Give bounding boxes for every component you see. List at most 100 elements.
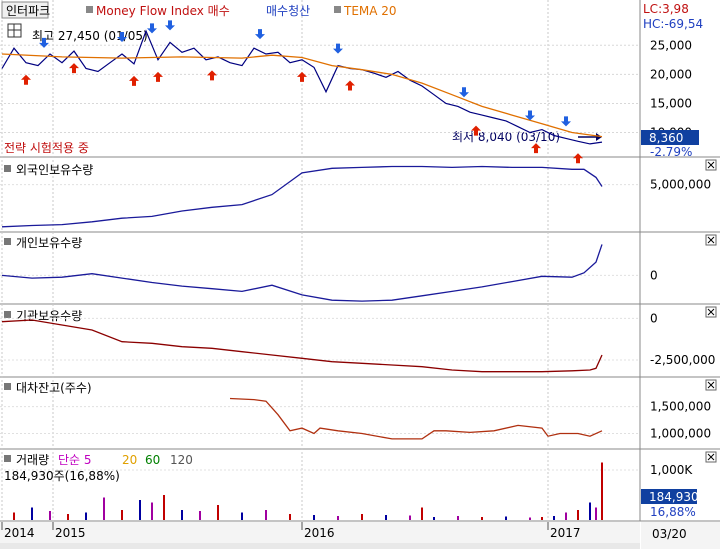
buy-signal-arrow xyxy=(531,143,541,154)
volume-value: 184,930주(16,88%) xyxy=(4,469,120,483)
buy-signal-arrow xyxy=(69,63,79,74)
sell-signal-arrow xyxy=(525,110,535,121)
volume-bar xyxy=(457,516,459,520)
volume-bar xyxy=(217,505,219,520)
institution-legend-marker xyxy=(4,311,11,318)
buy-signal-arrow xyxy=(471,125,481,136)
volume-bar xyxy=(337,516,339,520)
tema-indicator-label: TEMA 20 xyxy=(343,4,397,18)
sell-signal-arrow xyxy=(459,87,469,98)
lc-value: LC:3,98 xyxy=(643,2,689,16)
volume-bar xyxy=(385,515,387,520)
institution-holdings-y-tick: 0 xyxy=(650,311,658,325)
volume-bar xyxy=(163,495,165,520)
current-volume-pct: 16,88% xyxy=(650,505,696,519)
volume-bar xyxy=(241,512,243,520)
foreign-legend-marker xyxy=(4,165,11,172)
buy-signal-arrow xyxy=(297,71,307,82)
panel-close-icon[interactable] xyxy=(705,451,717,463)
volume-bar xyxy=(67,514,69,520)
low-annotation-arrowhead xyxy=(596,133,602,141)
panel-close-icon[interactable] xyxy=(705,379,717,391)
price-panel: 전략 시험적용 중 최고 27,450 (01/05) 최저 8,040 (03… xyxy=(0,23,699,159)
volume-bar xyxy=(85,512,87,520)
sell-signal-arrow xyxy=(165,20,175,31)
buy-signal-arrow xyxy=(207,70,217,81)
volume-ma5-label: 단순 5 xyxy=(58,453,92,467)
loan-balance-line xyxy=(229,397,603,440)
volume-bar xyxy=(151,502,153,520)
stock-name-box[interactable] xyxy=(1,1,49,19)
individual-legend-marker xyxy=(4,238,11,245)
current-volume: 184,930 xyxy=(649,490,699,504)
volume-bar xyxy=(121,510,123,520)
volume-bar xyxy=(595,507,597,520)
volume-bar xyxy=(481,517,483,520)
volume-bar xyxy=(139,500,141,520)
foreign-holdings-y-tick: 5,000,000 xyxy=(650,178,711,192)
volume-bar xyxy=(265,510,267,520)
buy-signal-arrow xyxy=(345,80,355,91)
price-y-tick: 20,000 xyxy=(650,67,692,81)
individual-holdings-line xyxy=(1,244,603,302)
volume-legend-marker xyxy=(4,455,11,462)
tema-line xyxy=(1,53,603,138)
panel-close-icon[interactable] xyxy=(705,159,717,171)
volume-bar xyxy=(13,512,15,520)
hc-value: HC:-69,54 xyxy=(643,17,703,31)
volume-bar xyxy=(589,502,591,520)
volume-ma20-label: 20 xyxy=(122,453,137,467)
x-axis-year-label: 2016 xyxy=(304,526,335,540)
price-y-tick: 25,000 xyxy=(650,38,692,52)
volume-bar xyxy=(541,517,543,520)
sell-signal-arrow xyxy=(255,29,265,40)
volume-bar xyxy=(31,507,33,520)
volume-bar xyxy=(529,517,531,520)
volume-bar xyxy=(505,516,507,520)
tema-legend-marker xyxy=(334,6,341,13)
volume-bar xyxy=(421,507,423,520)
sell-signal-arrow xyxy=(39,37,49,48)
low-annotation: 최저 8,040 (03/10) xyxy=(452,130,560,144)
individual-panel-title: 개인보유수량 xyxy=(16,236,82,250)
volume-bar xyxy=(577,510,579,520)
high-annotation: 최고 27,450 (01/05) xyxy=(32,29,148,43)
current-price: 8,360 xyxy=(649,131,683,145)
volume-bar xyxy=(103,497,105,520)
volume-bar xyxy=(313,515,315,520)
foreign-holdings-line xyxy=(1,165,603,228)
buy-signal-arrow xyxy=(153,71,163,82)
volume-bar xyxy=(601,462,603,520)
price-y-tick: 15,000 xyxy=(650,97,692,111)
mfi-legend-marker xyxy=(86,6,93,13)
price-line xyxy=(1,29,603,145)
sell-signal-arrow xyxy=(117,32,127,42)
volume-bar xyxy=(49,511,51,520)
panel-close-icon[interactable] xyxy=(705,306,717,318)
institution-holdings-y-tick: -2,500,000 xyxy=(650,353,715,367)
current-volume-box xyxy=(641,489,697,504)
mfi-exit-label: 매수청산 xyxy=(266,4,310,18)
loan-balance-y-tick: 1,000,000 xyxy=(650,427,711,441)
buy-signal-arrow xyxy=(21,74,31,85)
x-axis-year-label: 2014 xyxy=(4,526,35,540)
institution-holdings-line xyxy=(1,319,603,373)
volume-bar xyxy=(181,510,183,520)
mfi-indicator-label: Money Flow Index 매수 xyxy=(96,4,230,18)
scrollbar-track[interactable] xyxy=(0,543,640,549)
strategy-label: 전략 시험적용 중 xyxy=(4,141,89,155)
volume-y-tick: 1,000K xyxy=(650,463,693,477)
sell-signal-arrow xyxy=(333,43,343,54)
volume-ma120-label: 120 xyxy=(170,453,193,467)
volume-panel-title: 거래량 xyxy=(16,453,49,467)
change-percent: -2.79% xyxy=(650,145,692,159)
individual-holdings-y-tick: 0 xyxy=(650,268,658,282)
stock-name: 인터파크 xyxy=(6,4,50,18)
volume-bar xyxy=(433,517,435,520)
current-price-box xyxy=(641,130,699,145)
volume-bar xyxy=(289,514,291,520)
x-axis-end-label: 03/20 xyxy=(652,527,687,541)
panel-close-icon[interactable] xyxy=(705,234,717,246)
foreign-panel-title: 외국인보유수량 xyxy=(16,163,93,177)
